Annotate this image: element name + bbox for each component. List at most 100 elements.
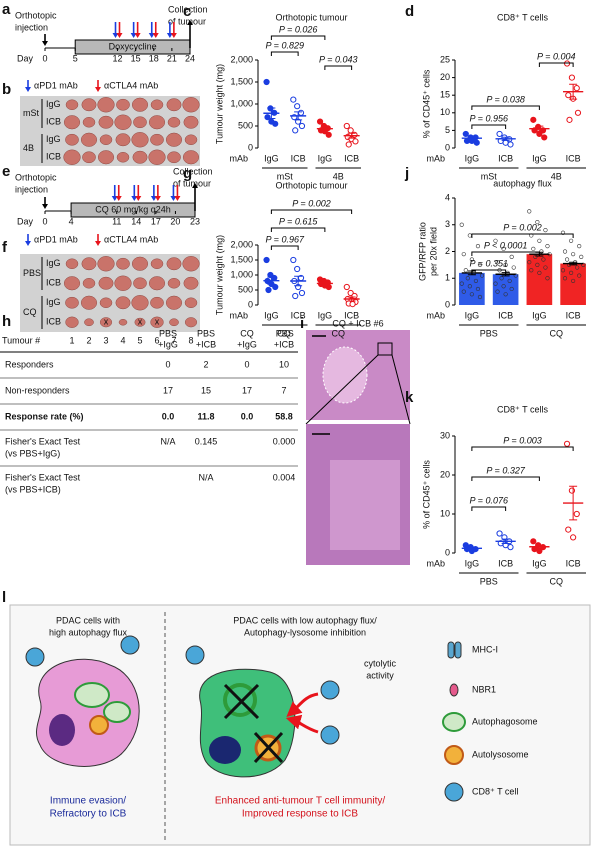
data-point	[535, 262, 540, 267]
x-tick-label: IgG	[318, 310, 333, 320]
data-point	[475, 286, 481, 292]
comparison-bracket	[471, 251, 540, 256]
arrow-head	[192, 183, 198, 188]
cell: 10	[279, 359, 289, 369]
y-tick-label: 1,500	[230, 254, 253, 264]
p-value: P = 0.615	[279, 216, 318, 226]
comparison-bracket	[538, 62, 574, 67]
data-point	[563, 60, 571, 67]
tumour	[81, 257, 97, 271]
data-point	[562, 276, 568, 281]
data-point	[503, 262, 508, 267]
y-tick-label: 15	[440, 90, 450, 100]
arrow-head	[150, 196, 157, 201]
p-value: P = 0.004	[537, 51, 575, 61]
data-point	[536, 547, 543, 555]
tumour	[182, 256, 200, 272]
comparison-bracket	[324, 65, 353, 70]
data-point	[345, 141, 352, 148]
right-caption: Enhanced anti-tumour T cell immunity/	[215, 796, 385, 807]
data-point	[563, 440, 571, 447]
tumour-number: 4	[120, 335, 125, 345]
comparison-bracket	[270, 35, 326, 40]
tumour	[150, 316, 164, 328]
row-label: ICB	[46, 317, 61, 327]
row-label: IgG	[46, 99, 61, 109]
p-value: P = 0.076	[470, 495, 508, 505]
x-tick-label: IgG	[532, 558, 547, 568]
x-tick-label: ICB	[498, 310, 513, 320]
group-label: CQ	[332, 328, 346, 338]
data-point	[575, 265, 580, 270]
data-point	[477, 262, 483, 267]
tumour	[131, 256, 149, 271]
p-value: P = 0.003	[503, 435, 541, 445]
day-label: 4	[69, 216, 74, 226]
p-value: P = 0.038	[486, 94, 524, 104]
panel-label: d	[405, 3, 414, 20]
legend-label: Autolysosome	[472, 749, 529, 759]
data-point	[568, 270, 574, 276]
row-label: Response rate (%)	[5, 411, 84, 421]
x-tick-label: IgG	[318, 153, 333, 163]
y-tick-label: 0	[248, 299, 253, 309]
tumour	[184, 297, 198, 308]
group-label: PBS	[480, 328, 498, 338]
data-point	[271, 274, 278, 282]
tumour	[81, 98, 97, 112]
day-label: 24	[185, 53, 195, 63]
tumour-number: 3	[103, 335, 108, 345]
tumour	[116, 257, 130, 270]
group-label: 4B	[333, 171, 344, 181]
tumour	[183, 115, 199, 129]
data-point	[496, 530, 503, 537]
data-point	[294, 103, 301, 110]
y-tick-label: 3	[445, 219, 450, 229]
data-point	[272, 283, 279, 291]
column-header: +IgG	[158, 339, 178, 349]
data-point	[565, 92, 572, 99]
left-caption: Refractory to ICB	[50, 809, 127, 820]
y-axis-label: Tumour weight (mg)	[214, 64, 224, 144]
data-point	[461, 289, 466, 294]
tumour	[132, 150, 148, 164]
p-value: P = 0.043	[319, 54, 357, 64]
data-point	[537, 238, 542, 243]
column-header: +ICB	[274, 339, 294, 349]
data-point	[535, 219, 540, 225]
group-label: mSt	[23, 108, 40, 118]
legend-label: Autophagosome	[472, 716, 538, 726]
comparison-bracket	[471, 105, 540, 110]
data-point	[272, 120, 279, 127]
day-label: 5	[73, 53, 78, 63]
error-bar	[347, 296, 356, 302]
column-header: CQ	[277, 328, 291, 338]
tumour	[98, 115, 114, 129]
arrow-head	[42, 204, 48, 209]
arrow-head	[135, 196, 142, 201]
data-point	[573, 85, 580, 92]
x-tick-label: IgG	[532, 153, 547, 163]
x-tick-label: ICB	[344, 310, 359, 320]
chart-title: Orthotopic tumour	[275, 12, 347, 22]
data-point	[290, 256, 297, 264]
y-tick-label: 0	[445, 142, 450, 152]
tumour	[148, 115, 166, 130]
panel-label: i	[300, 315, 304, 332]
data-point	[325, 131, 332, 138]
excluded-mark: x	[155, 317, 160, 327]
panel-label: g	[183, 165, 192, 182]
day-label: 0	[42, 216, 47, 226]
x-tick-label: IgG	[532, 310, 547, 320]
tumour	[182, 150, 200, 165]
cell: 11.8	[197, 411, 214, 421]
arrow-head	[152, 33, 159, 38]
legend-label: αPD1 mAb	[34, 234, 78, 244]
panel-label: j	[404, 165, 409, 182]
data-point	[527, 209, 532, 214]
day-label: 23	[190, 216, 200, 226]
data-point	[573, 510, 580, 518]
data-point	[501, 284, 506, 289]
arrow-head	[187, 20, 193, 25]
